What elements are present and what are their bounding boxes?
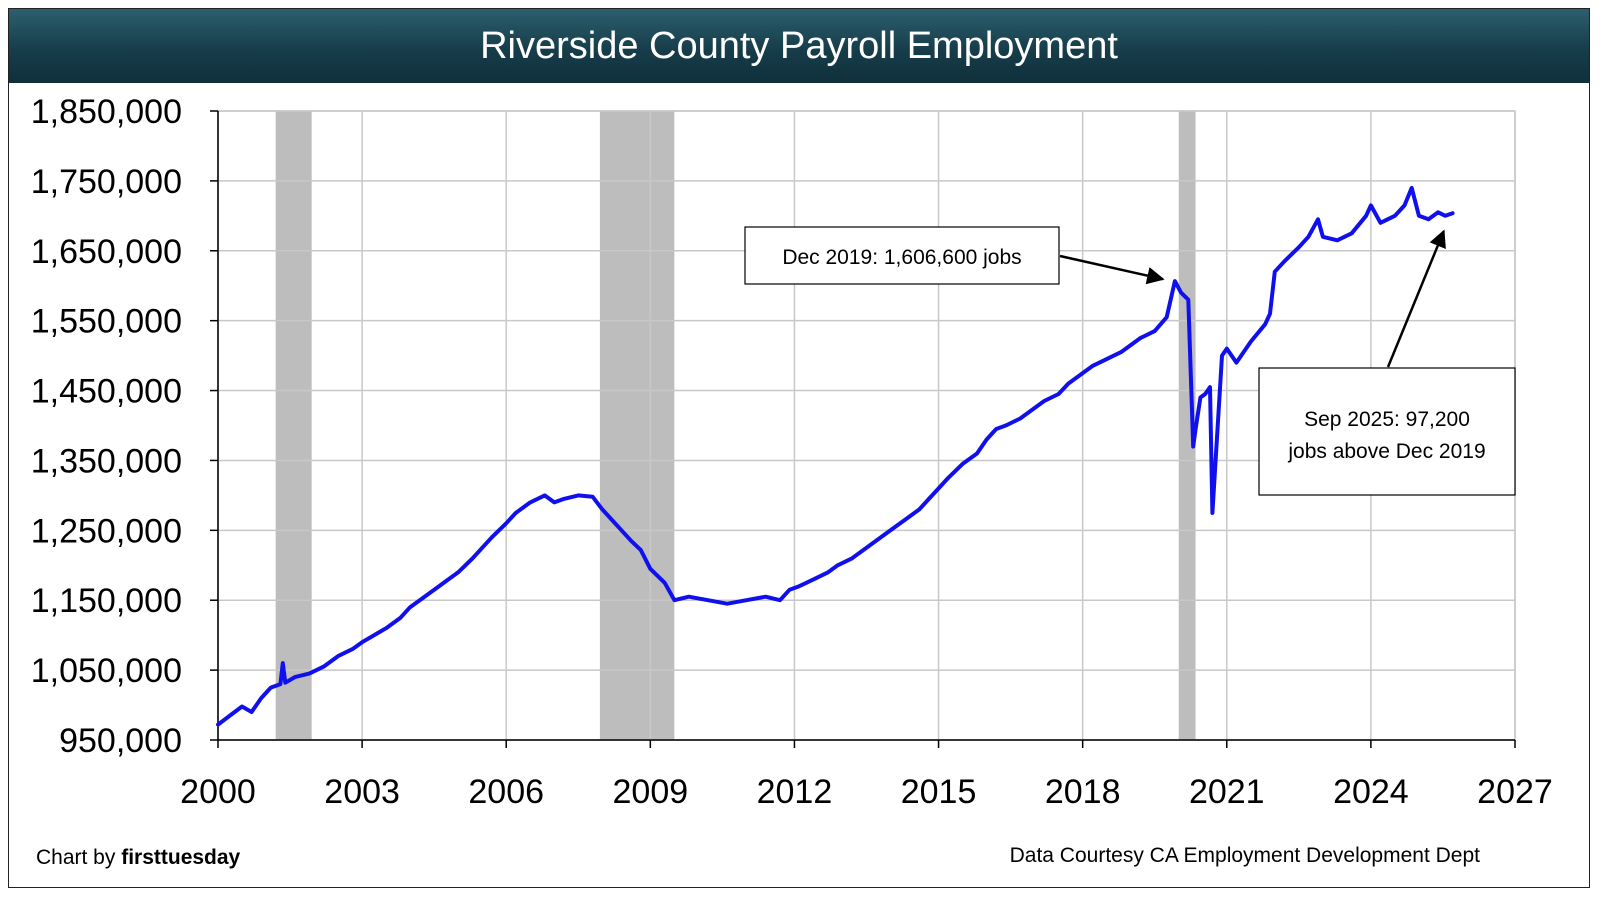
y-tick-label: 1,150,000 <box>31 582 182 620</box>
annotation-text-sep-2025-line: jobs above Dec 2019 <box>1287 440 1485 463</box>
y-tick-label: 950,000 <box>59 722 182 760</box>
y-tick-label: 1,350,000 <box>31 442 182 480</box>
annotation-box-dec-2019 <box>744 226 1060 285</box>
y-tick-label: 1,550,000 <box>31 303 182 341</box>
employment-series <box>216 185 1455 727</box>
x-tick-label: 2024 <box>1333 773 1409 811</box>
annotation-arrow-sep-2025 <box>1386 229 1446 368</box>
recession-band <box>1178 111 1196 740</box>
x-tick-label: 2009 <box>613 773 689 811</box>
recession-band <box>275 111 312 740</box>
x-tick-label: 2015 <box>901 773 977 811</box>
recession-bands <box>275 111 1196 740</box>
y-tick-label: 1,750,000 <box>31 163 182 201</box>
x-tick-label: 2000 <box>180 773 256 811</box>
y-tick-label: 1,650,000 <box>31 233 182 271</box>
x-tick-label: 2006 <box>468 773 544 811</box>
chart-credit: Chart by firsttuesday <box>36 846 240 870</box>
annotations: Dec 2019: 1,606,600 jobs Sep 2025: 97,200… <box>744 226 1516 496</box>
chart-title: Riverside County Payroll Employment <box>9 9 1589 83</box>
axes: 950,000 1,050,000 1,150,000 1,250,000 1,350,… <box>31 93 1553 811</box>
recession-band <box>599 111 675 740</box>
x-tick-label: 2003 <box>324 773 400 811</box>
y-tick-label: 1,250,000 <box>31 512 182 550</box>
data-source: Data Courtesy CA Employment Development … <box>1009 844 1480 867</box>
credit-prefix: Chart by <box>36 846 122 869</box>
x-tick-label: 2018 <box>1045 773 1121 811</box>
y-tick-label: 1,850,000 <box>31 93 182 131</box>
x-tick-label: 2027 <box>1477 773 1553 811</box>
annotation-arrow-dec-2019 <box>1059 254 1165 285</box>
annotation-text-sep-2025-line: Sep 2025: 97,200 <box>1304 408 1470 431</box>
annotation-box-sep-2025 <box>1258 367 1516 496</box>
x-tick-label: 2012 <box>757 773 833 811</box>
credit-brand: firsttuesday <box>121 846 241 869</box>
annotation-text-dec-2019: Dec 2019: 1,606,600 jobs <box>782 246 1021 269</box>
y-tick-label: 1,050,000 <box>31 652 182 690</box>
x-tick-label: 2021 <box>1189 773 1265 811</box>
y-tick-label: 1,450,000 <box>31 373 182 411</box>
